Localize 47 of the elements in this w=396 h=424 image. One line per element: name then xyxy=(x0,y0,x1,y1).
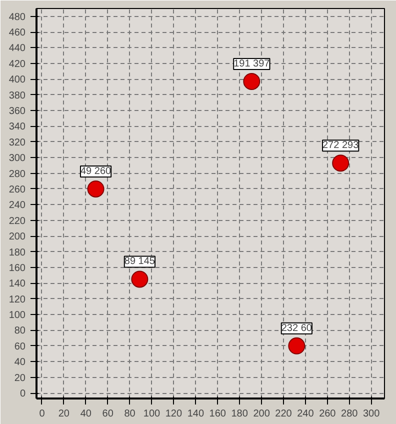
y-tick-label: 440 xyxy=(8,43,26,54)
x-tick-label: 40 xyxy=(80,408,92,420)
y-tick-label: 240 xyxy=(8,200,26,212)
y-tick-label: 100 xyxy=(8,310,26,322)
y-tick-label: 40 xyxy=(14,357,26,368)
y-tick-label: 340 xyxy=(8,122,26,133)
x-tick-label: 180 xyxy=(231,408,248,420)
x-tick-label: 120 xyxy=(165,408,183,420)
y-tick-label: 260 xyxy=(8,184,26,196)
y-tick-label: 80 xyxy=(14,326,26,337)
x-tick-label: 100 xyxy=(143,408,161,420)
y-tick-label: 140 xyxy=(8,278,26,290)
y-tick-label: 120 xyxy=(8,294,26,306)
x-tick-label: 200 xyxy=(253,408,270,420)
x-tick-label: 80 xyxy=(124,408,136,420)
y-tick-label: 220 xyxy=(8,216,26,227)
y-tick-label: 400 xyxy=(8,74,26,86)
point xyxy=(131,270,148,288)
y-tick-label: 320 xyxy=(8,137,26,148)
x-tick-label: 240 xyxy=(297,408,314,420)
y-tick-label: 0 xyxy=(20,388,26,400)
x-tick-label: 140 xyxy=(187,408,204,420)
y-tick-label: 420 xyxy=(8,58,26,70)
y-tick-label: 360 xyxy=(8,106,26,118)
y-tick-label: 60 xyxy=(14,341,26,352)
y-tick-label: 480 xyxy=(8,12,26,23)
y-tick-label: 380 xyxy=(8,90,26,102)
y-tick-label: 300 xyxy=(8,153,26,164)
point xyxy=(243,72,260,90)
x-tick-label: 220 xyxy=(275,408,292,420)
x-tick-label: 60 xyxy=(102,408,114,420)
x-tick-label: 300 xyxy=(362,408,380,420)
x-tick-label: 0 xyxy=(39,408,46,420)
x-tick-label: 280 xyxy=(341,408,358,420)
x-tick-label: 160 xyxy=(209,408,226,420)
y-tick-label: 180 xyxy=(8,247,26,258)
annotation: 232 60 xyxy=(281,322,312,334)
point xyxy=(332,154,350,172)
y-tick-label: 160 xyxy=(8,262,26,274)
y-tick-label: 20 xyxy=(14,372,26,384)
x-tick-label: 260 xyxy=(319,408,336,420)
y-tick-label: 280 xyxy=(8,168,26,180)
y-tick-label: 460 xyxy=(8,28,26,39)
point xyxy=(288,337,306,354)
x-tick-label: 20 xyxy=(58,408,70,420)
y-tick-label: 200 xyxy=(8,232,26,243)
point xyxy=(87,180,104,198)
